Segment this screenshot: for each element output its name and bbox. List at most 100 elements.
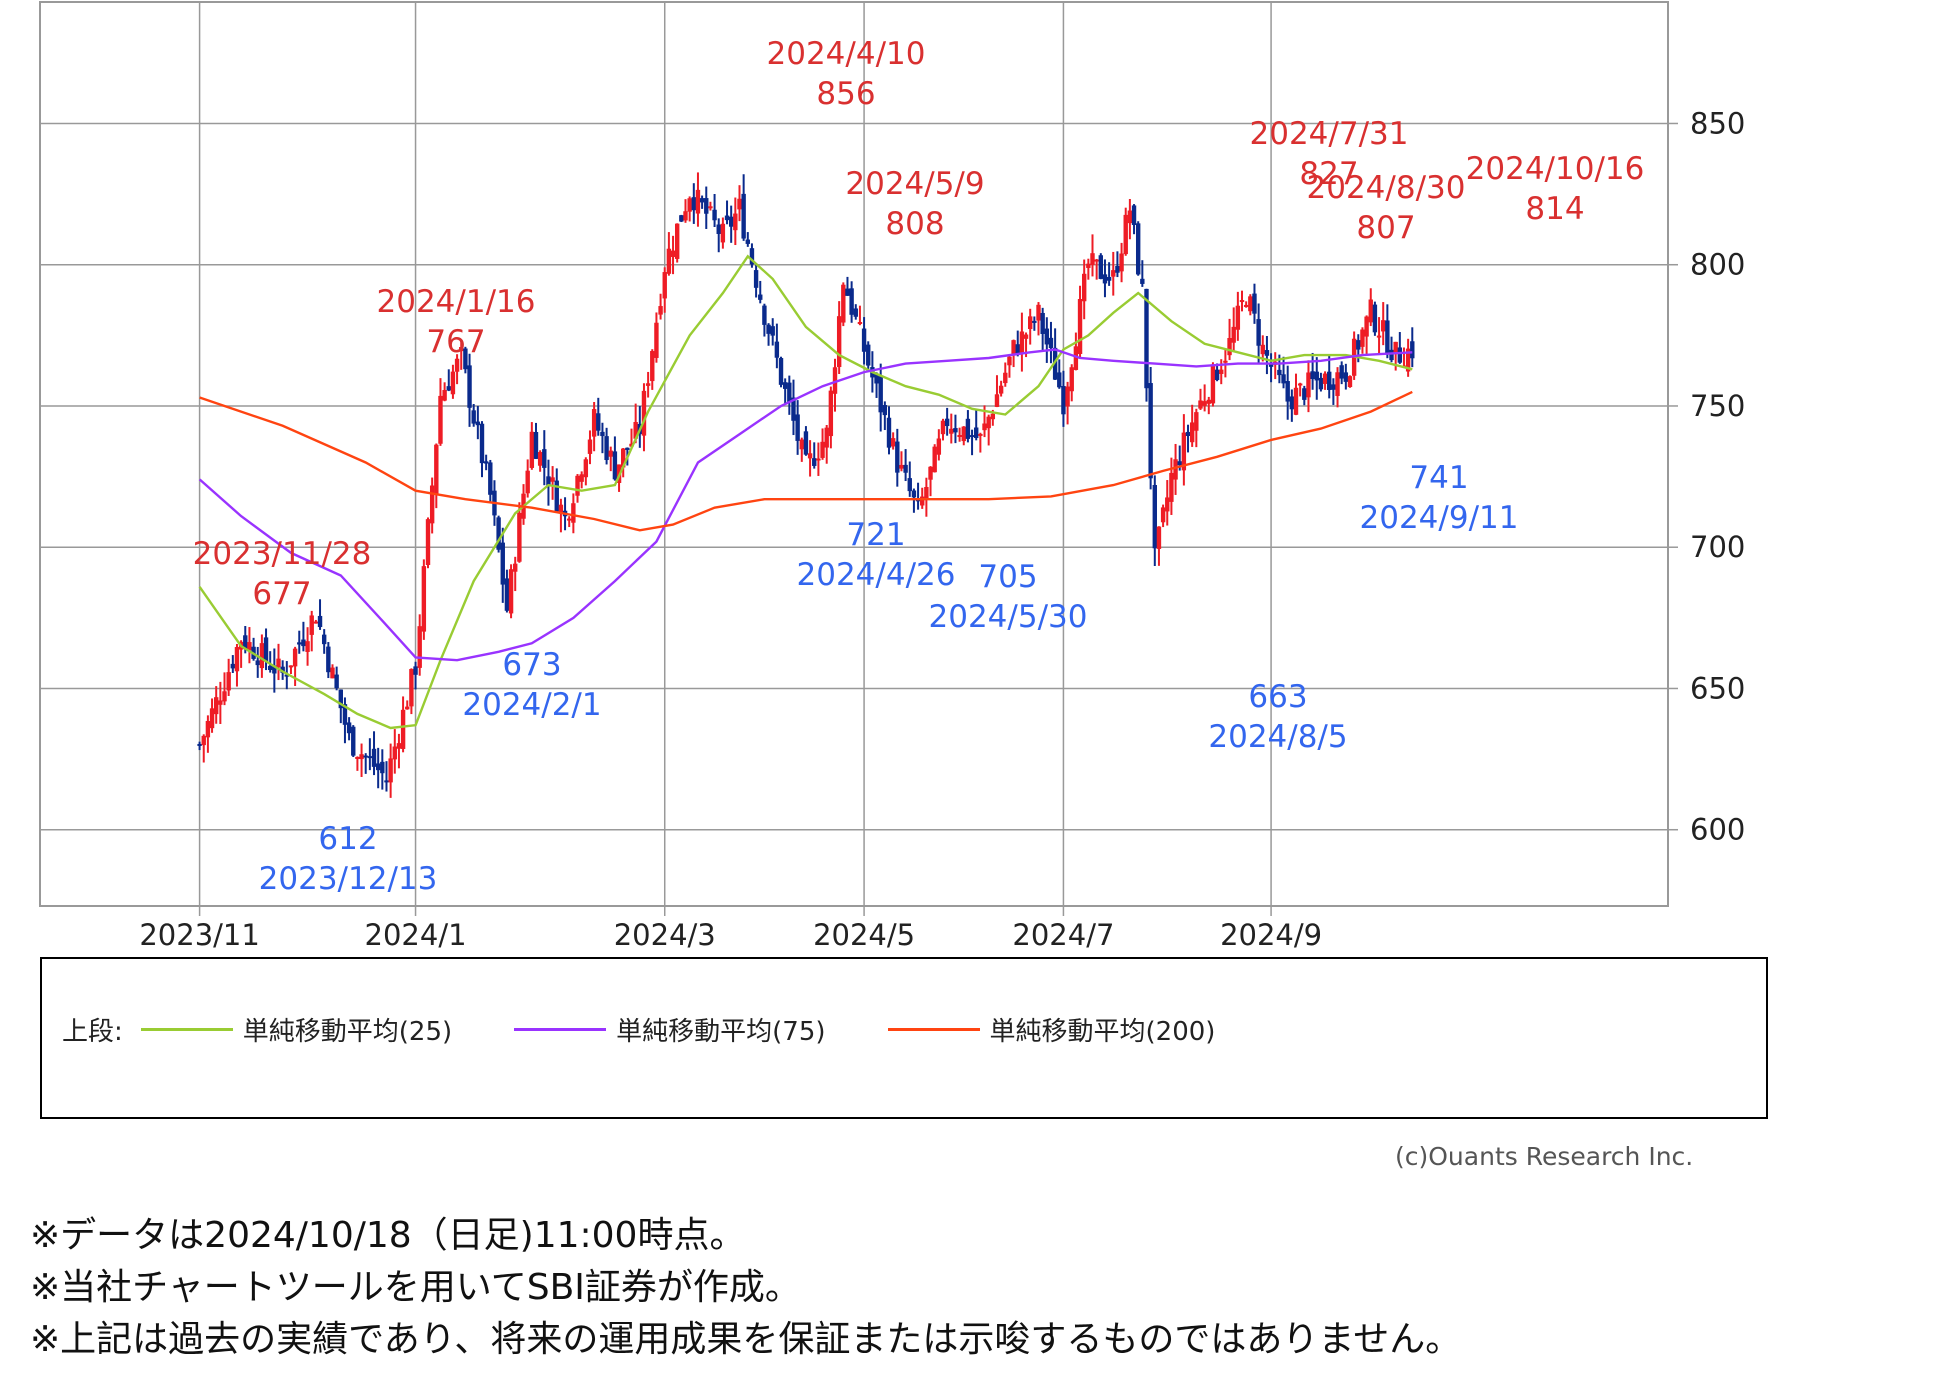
candle-body: [878, 376, 883, 413]
x-tick-label: 2023/11: [139, 918, 259, 952]
candle-body: [405, 706, 410, 710]
candle-body: [1202, 401, 1207, 406]
candle-body: [1003, 372, 1008, 384]
candle-body: [795, 414, 800, 441]
candle-body: [330, 667, 335, 679]
legend-item-sma200: 単純移動平均(200): [887, 1011, 1215, 1048]
candle-body: [932, 446, 937, 473]
annotation-high-line1: 2024/10/16: [1466, 151, 1645, 187]
candle-body: [745, 239, 750, 244]
legend-row: 上段: 単純移動平均(25) 単純移動平均(75) 単純移動平均(200): [62, 1011, 1277, 1048]
candle-body: [234, 647, 240, 672]
candle-body: [1069, 367, 1074, 392]
candle-body: [417, 626, 422, 668]
candle-body: [836, 316, 842, 368]
legend-prefix: 上段:: [62, 1017, 123, 1047]
annotation-low-line2: 2023/12/13: [259, 861, 438, 897]
candle-body: [1028, 316, 1033, 330]
candle-body: [720, 223, 726, 243]
candle-body: [280, 666, 285, 673]
candle-body: [579, 474, 584, 482]
candle-body: [359, 754, 364, 760]
candle-body: [554, 480, 559, 512]
legend: 上段: 単純移動平均(25) 単純移動平均(75) 単純移動平均(200): [40, 957, 1768, 1119]
annotation-high-line2: 814: [1525, 191, 1584, 227]
candle-body: [1094, 259, 1099, 262]
candle-body: [861, 328, 867, 352]
candle-body: [695, 189, 701, 214]
legend-label-sma75: 単純移動平均(75): [616, 1017, 826, 1047]
candle-body: [1214, 369, 1220, 381]
candle-body: [255, 660, 260, 666]
candle-body: [1252, 293, 1257, 314]
candle-body: [1160, 507, 1166, 523]
legend-swatch-sma200: [887, 1028, 980, 1031]
candle-body: [400, 709, 406, 749]
candle-body: [737, 198, 742, 210]
annotation-high-line2: 856: [816, 76, 875, 112]
candle-body: [525, 470, 530, 494]
candle-body: [1015, 344, 1020, 355]
candle-body: [1343, 372, 1349, 382]
candle-body: [1127, 210, 1133, 224]
candle-body: [994, 394, 1000, 407]
candle-body: [1335, 372, 1340, 396]
candle-body: [674, 223, 680, 259]
candle-body: [969, 435, 975, 438]
candle-body: [591, 409, 597, 437]
candle-body: [1397, 347, 1403, 363]
candle-body: [629, 443, 634, 447]
candle-body: [1376, 335, 1382, 338]
candle-body: [1293, 387, 1299, 415]
candle-body: [633, 422, 638, 439]
candle-body: [1381, 320, 1386, 332]
candle-body: [1339, 365, 1344, 379]
candle-body: [1169, 472, 1174, 502]
candle-body: [679, 215, 684, 222]
candle-body: [1347, 376, 1353, 388]
candle-body: [1306, 372, 1311, 398]
candle-body: [1135, 223, 1141, 275]
candle-body: [1131, 205, 1137, 225]
candle-body: [1331, 384, 1336, 390]
candle-body: [650, 351, 655, 382]
candle-body: [1123, 214, 1128, 255]
candle-body: [608, 450, 613, 457]
candle-body: [762, 305, 767, 325]
candle-body: [766, 324, 771, 334]
candle-body: [845, 288, 850, 296]
candle-body: [1173, 459, 1178, 480]
annotation-low-line2: 2024/4/26: [797, 557, 956, 593]
candle-body: [267, 665, 273, 670]
candle-body: [558, 504, 564, 514]
candle-body: [575, 475, 580, 496]
annotation-high-line1: 2024/7/31: [1250, 116, 1409, 152]
candle-body: [321, 634, 327, 645]
candle-body: [425, 519, 431, 565]
candle-body: [1165, 497, 1170, 512]
candle-body: [1048, 337, 1054, 349]
candle-body: [803, 431, 809, 455]
candle-body: [226, 672, 231, 691]
candle-body: [1243, 304, 1249, 307]
candle-body: [791, 397, 796, 421]
candle-body: [1322, 373, 1328, 384]
candle-body: [770, 326, 775, 336]
candle-body: [1260, 344, 1265, 355]
candle-body: [1223, 360, 1228, 363]
candle-body: [475, 421, 481, 426]
candle-body: [218, 700, 223, 705]
copyright-text: (c)Ouants Research Inc.: [1395, 1142, 1694, 1171]
candle-body: [214, 697, 219, 715]
candle-body: [670, 250, 676, 257]
candle-body: [1327, 371, 1332, 390]
candle-body: [1098, 255, 1104, 279]
candle-body: [276, 658, 281, 668]
candle-body: [1086, 263, 1091, 268]
y-tick-label: 700: [1690, 530, 1745, 564]
candle-body: [953, 428, 958, 433]
candle-body: [454, 358, 460, 372]
candle-body: [1248, 296, 1253, 312]
candle-body: [778, 358, 784, 385]
candle-body: [857, 322, 863, 325]
